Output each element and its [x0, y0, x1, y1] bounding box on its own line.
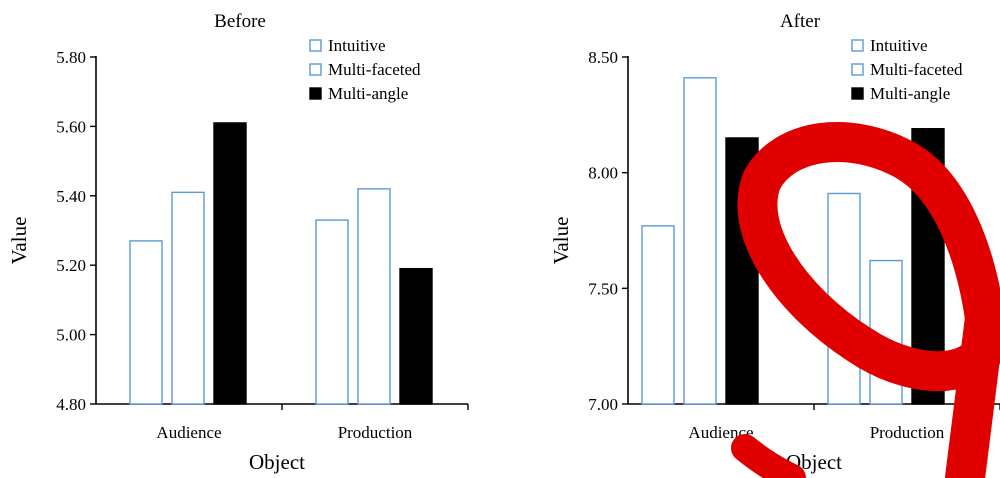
bar-multi-faceted-production	[357, 188, 391, 405]
y-tick-label: 5.00	[56, 326, 86, 345]
bar-multi-angle-production	[911, 128, 945, 405]
bar-intuitive-audience	[129, 240, 163, 405]
legend-label: Multi-faceted	[870, 60, 963, 79]
legend-swatch	[851, 63, 864, 76]
bar-multi-faceted-audience	[683, 77, 717, 405]
bar-intuitive-production	[827, 192, 861, 405]
chart-title: After	[780, 11, 821, 32]
bar-intuitive-production	[315, 219, 349, 405]
bar-multi-angle-audience	[725, 137, 759, 405]
x-axis-label: Object	[786, 450, 842, 474]
x-category-label: Production	[338, 423, 413, 442]
legend-swatch	[851, 87, 864, 100]
x-category-label: Audience	[688, 423, 753, 442]
y-axis-label: Value	[549, 217, 573, 265]
y-tick-label: 7.50	[588, 279, 618, 298]
x-axis-label: Object	[249, 450, 305, 474]
legend-swatch	[309, 63, 322, 76]
legend-label: Intuitive	[870, 36, 928, 55]
y-tick-label: 7.00	[588, 395, 618, 414]
y-tick-label: 8.50	[588, 48, 618, 67]
chart-after: After 7.00 7.50 8.00 8.50 Audience Production I…	[549, 11, 1000, 474]
y-tick-label: 5.60	[56, 117, 86, 136]
chart-title: Before	[214, 11, 266, 32]
chart-before: Before 4.80 5.00 5.20 5.40 5.60 5.80 Audience Pr…	[7, 11, 469, 474]
y-tick-label: 5.20	[56, 256, 86, 275]
legend-label: Multi-angle	[870, 84, 950, 103]
legend-swatch	[309, 39, 322, 52]
bar-multi-faceted-production	[869, 259, 903, 405]
legend-label: Multi-angle	[328, 84, 408, 103]
y-tick-label: 5.80	[56, 48, 86, 67]
bar-intuitive-audience	[641, 225, 675, 405]
y-axis-label: Value	[7, 217, 31, 265]
legend-swatch	[309, 87, 322, 100]
y-tick-label: 5.40	[56, 187, 86, 206]
bar-multi-angle-production	[399, 267, 433, 405]
x-category-label: Production	[870, 423, 945, 442]
legend-swatch	[851, 39, 864, 52]
bar-multi-faceted-audience	[171, 191, 205, 405]
legend-label: Intuitive	[328, 36, 386, 55]
y-tick-label: 8.00	[588, 164, 618, 183]
bar-multi-angle-audience	[213, 122, 247, 405]
y-tick-label: 4.80	[56, 395, 86, 414]
x-category-label: Audience	[156, 423, 221, 442]
legend-label: Multi-faceted	[328, 60, 421, 79]
